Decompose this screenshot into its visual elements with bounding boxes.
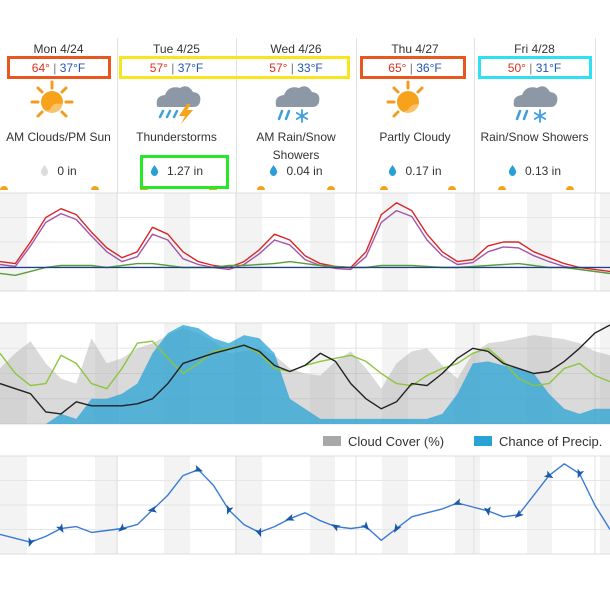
thunderstorm-icon [156,86,201,124]
precip-amount: 0 in [0,164,117,178]
series-3-line [0,324,610,415]
temperature-chart [0,192,610,292]
daily-forecast: Mon 4/24 64° | 37°F AM Clouds/PM Sun 0 i… [0,0,610,198]
precip-amount: 0.13 in [474,164,595,178]
sun-cloud-icon [30,80,82,118]
day-label: Thu 4/27 [391,42,439,56]
condition-text: AM Clouds/PM Sun [6,130,111,144]
rain-snow-icon [275,86,320,123]
day-label: Mon 4/24 [33,42,84,56]
wind-direction-arrow [193,465,203,472]
raindrop-icon [41,165,49,176]
wind-direction-arrow [28,537,36,547]
low-temp: 33°F [297,61,323,75]
wind-chart [0,455,610,555]
wind-direction-arrow [514,509,524,519]
legend-swatch-cloud-cover [323,436,341,446]
legend-swatch-precip-chance [474,436,492,446]
temperature-range: 65° | 36°F [388,61,442,75]
highlight-box-fri [478,56,592,79]
high-temp: 65° [388,61,407,75]
highlight-box-tue-wed [119,56,350,79]
day-divider [236,38,237,198]
low-temp: 36°F [416,61,442,75]
day-divider [356,38,357,198]
wind-direction-arrow [226,504,234,515]
highlight-box-thu [360,56,466,79]
condition-text: Rain/Snow Showers [480,130,589,144]
legend-precip-chance[interactable]: Chance of Precip. [474,434,602,449]
rain-snow-icon [513,86,558,123]
legend-cloud-cover[interactable]: Cloud Cover (%) [323,434,444,449]
raindrop-icon [508,165,517,176]
high-temp: 50° [507,61,526,75]
high-temp: 57° [269,61,288,75]
forecast-charts [0,192,610,555]
day-label: Fri 4/28 [514,42,555,56]
condition-text: AM Rain/Snow Showers [256,130,336,162]
day-column-mon[interactable]: Mon 4/24 64° | 37°F AM Clouds/PM Sun 0 i… [0,0,117,195]
condition-text: Thunderstorms [136,130,217,144]
day-column-fri[interactable]: Fri 4/28 50° | 31°F Rain/Snow Showers 0.… [474,0,595,195]
day-column-tue[interactable]: Tue 4/25 57° | 37°F Thunderstorms 1.27 i… [117,0,236,195]
day-column-wed[interactable]: Wed 4/26 57° | 33°F AM Rain/Snow Showers … [236,0,356,195]
series-1-line [0,209,610,275]
series-0-line [0,202,610,273]
series-0-line [0,463,610,543]
day-divider [474,38,475,198]
day-label: Tue 4/25 [153,42,200,56]
precip-amount: 0.17 in [356,164,474,178]
wind-direction-arrow [285,514,295,521]
wind-direction-arrow [483,506,491,516]
highlight-box-precip-tue [140,155,229,189]
precip-amount: 0.04 in [236,164,356,178]
temperature-range: 50° | 31°F [507,61,562,75]
wind-direction-arrow [147,505,158,513]
raindrop-icon [150,165,159,176]
wind-direction-arrow [331,524,341,532]
day-column-thu[interactable]: Thu 4/27 65° | 36°F Partly Cloudy 0.17 i… [356,0,474,195]
day-divider [595,38,596,198]
condition-text: Partly Cloudy [379,130,451,144]
wind-direction-arrow [254,527,262,538]
wind-direction-arrow [360,521,370,531]
wind-direction-arrow [394,523,402,533]
day-divider [117,38,118,198]
temperature-range: 57° | 37°F [149,61,204,75]
low-temp: 37°F [177,61,204,75]
temperature-range: 57° | 33°F [269,61,323,75]
high-temp: 57° [149,61,168,75]
wind-direction-arrow [55,523,64,533]
low-temp: 37°F [59,61,86,75]
high-temp: 64° [31,61,50,75]
day-label: Wed 4/26 [270,42,322,56]
raindrop-icon [270,165,278,176]
wind-direction-arrow [118,523,128,532]
temperature-range: 64° | 37°F [31,61,86,75]
low-temp: 31°F [535,61,562,75]
wind-direction-arrow [452,498,463,505]
wind-direction-arrow [543,470,554,479]
highlight-box-mon [7,56,111,79]
cloud-precip-chart [0,322,610,425]
precip-amount: 1.27 in [117,164,236,178]
partly-cloudy-icon [386,80,440,120]
series-2-line [0,260,610,277]
raindrop-icon [389,165,397,176]
wind-direction-arrow [577,468,585,479]
